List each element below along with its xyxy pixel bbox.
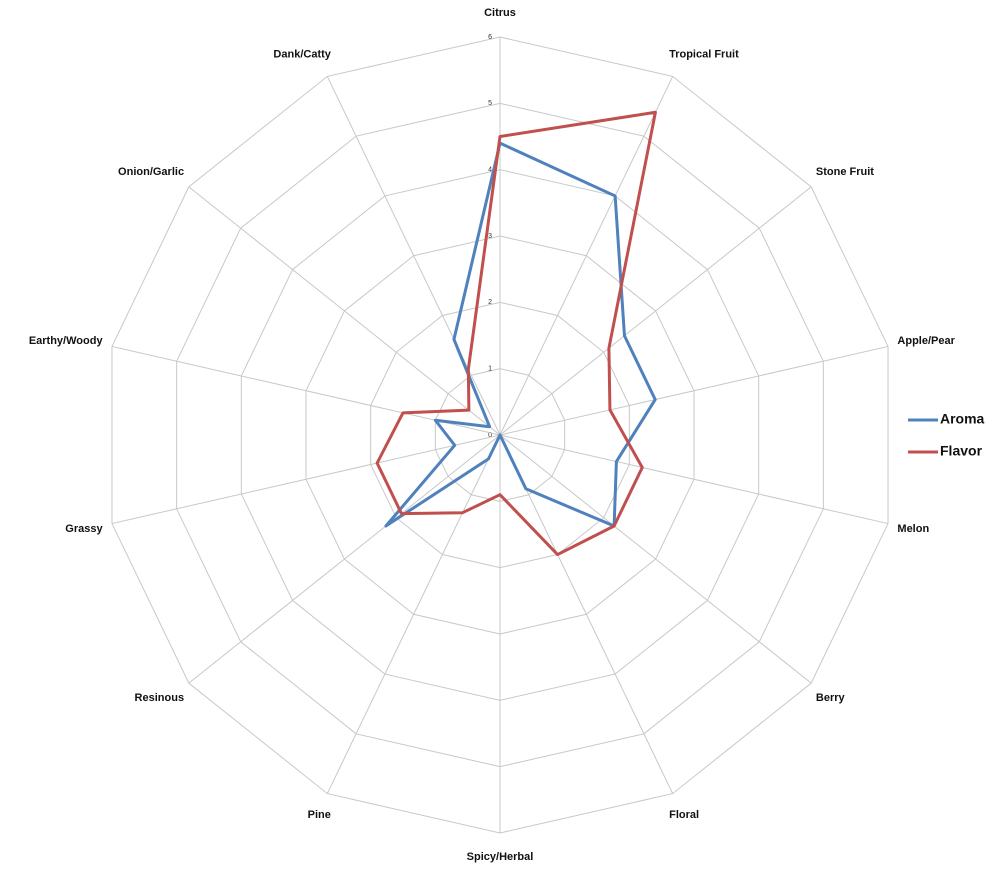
spoke: [188, 434, 501, 684]
category-label: Onion/Garlic: [118, 166, 184, 178]
spoke: [499, 434, 889, 525]
spoke: [499, 345, 889, 436]
spoke: [326, 76, 501, 436]
spoke: [499, 434, 812, 684]
legend-label: Aroma: [940, 411, 985, 427]
category-label: Melon: [897, 523, 929, 535]
spoke: [499, 76, 674, 436]
category-label: Citrus: [484, 7, 516, 19]
spoke: [188, 186, 501, 436]
category-label: Resinous: [135, 692, 185, 704]
category-label: Spicy/Herbal: [467, 851, 534, 863]
category-label: Pine: [308, 809, 331, 821]
spoke: [499, 434, 674, 794]
category-label: Apple/Pear: [897, 335, 955, 347]
spoke: [326, 434, 501, 794]
category-label: Earthy/Woody: [29, 335, 104, 347]
legend-label: Flavor: [940, 443, 983, 459]
series-line: [375, 110, 657, 557]
r-tick-label: 5: [488, 100, 492, 107]
r-tick-label: 6: [488, 34, 492, 41]
spoke: [111, 434, 501, 525]
r-tick-label: 1: [488, 366, 492, 373]
category-label: Grassy: [65, 523, 103, 535]
category-label: Stone Fruit: [816, 166, 874, 178]
category-label: Tropical Fruit: [669, 49, 739, 61]
category-label: Floral: [669, 809, 699, 821]
category-label: Dank/Catty: [273, 49, 331, 61]
category-label: Berry: [816, 692, 846, 704]
r-tick-label: 4: [488, 167, 492, 174]
r-tick-label: 3: [488, 233, 492, 240]
r-tick-label: 0: [488, 432, 492, 439]
r-tick-label: 2: [488, 299, 492, 306]
spoke: [499, 186, 812, 436]
series-line: [384, 141, 657, 528]
